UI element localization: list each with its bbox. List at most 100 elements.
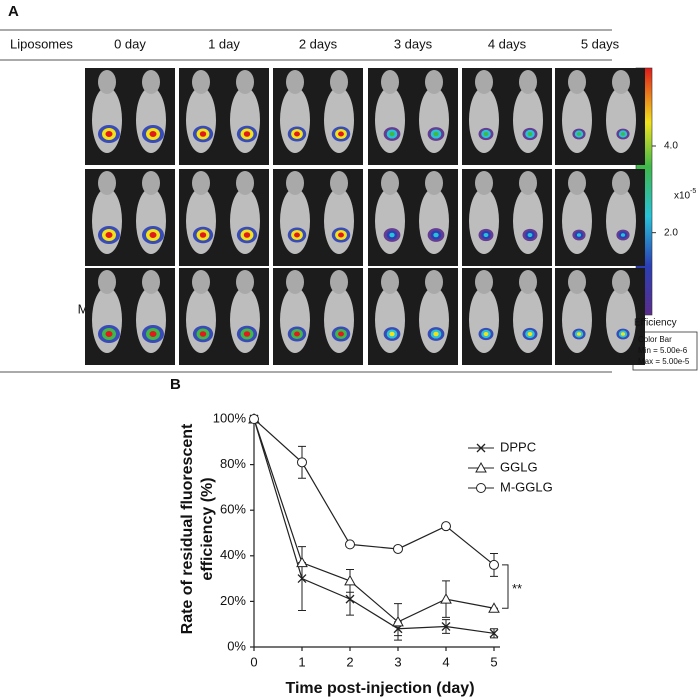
colorbar-box-text: Min = 5.00e-6 — [638, 346, 688, 355]
mouse-body — [186, 188, 216, 254]
signal — [149, 232, 157, 238]
mouse-body — [606, 287, 636, 353]
mouse-head — [519, 171, 537, 195]
x-tick-label: 0 — [250, 654, 257, 669]
mouse-head — [612, 70, 630, 94]
mouse-head — [236, 70, 254, 94]
mouse-body — [562, 287, 592, 353]
colorbar-tick-label: 4.0 — [664, 141, 678, 152]
series-line — [253, 418, 495, 566]
mouse-image — [368, 68, 458, 165]
mouse-head — [236, 171, 254, 195]
mouse-head — [425, 171, 443, 195]
marker — [441, 521, 451, 532]
mouse-body — [324, 188, 354, 254]
signal — [483, 331, 489, 337]
mouse-body — [375, 87, 405, 153]
mouse-body — [280, 287, 310, 353]
mouse-body — [419, 87, 449, 153]
signal — [243, 232, 251, 238]
y-tick-label: 40% — [220, 547, 246, 562]
mouse-body — [324, 87, 354, 153]
mouse-image — [273, 68, 363, 165]
mouse-head — [192, 171, 210, 195]
mouse-head — [568, 270, 586, 294]
mouse-body — [136, 188, 166, 254]
mouse-body — [562, 87, 592, 153]
mouse-image — [462, 169, 552, 266]
mouse-image — [179, 68, 269, 165]
x-tick-label: 3 — [394, 654, 401, 669]
legend-label: DPPC — [500, 439, 536, 454]
mouse-head — [568, 70, 586, 94]
marker — [488, 602, 500, 613]
marker — [345, 539, 355, 550]
signal — [483, 232, 489, 238]
mouse-body — [324, 287, 354, 353]
signal — [483, 131, 489, 137]
mouse-body — [92, 188, 122, 254]
mouse-head — [330, 171, 348, 195]
mouse-image — [555, 169, 645, 266]
column-header: 4 days — [488, 36, 527, 51]
mouse-head — [142, 270, 160, 294]
signal — [389, 131, 395, 137]
signal — [199, 232, 207, 238]
mouse-head — [192, 270, 210, 294]
mouse-body — [606, 87, 636, 153]
mouse-body — [136, 87, 166, 153]
colorbar-multiplier-exp: -5 — [690, 188, 696, 195]
panel-label: B — [170, 376, 181, 393]
mouse-head — [425, 70, 443, 94]
y-axis-title: Rate of residual fluorescent — [179, 423, 196, 634]
signal — [389, 331, 395, 337]
mouse-body — [136, 287, 166, 353]
marker — [296, 556, 308, 568]
legend-label: M-GGLG — [500, 479, 553, 494]
mouse-body — [469, 87, 499, 153]
mouse-image — [555, 268, 645, 365]
y-axis-title: efficiency (%) — [199, 477, 216, 580]
mouse-image — [273, 268, 363, 365]
signal — [433, 232, 439, 238]
marker — [392, 615, 404, 627]
mouse-body — [513, 188, 543, 254]
signal — [338, 232, 344, 238]
mouse-head — [519, 270, 537, 294]
colorbar-box-text: Max = 5.00e-5 — [638, 357, 690, 366]
marker — [489, 628, 499, 638]
signal — [105, 232, 113, 238]
mouse-image — [85, 169, 175, 266]
mouse-image — [273, 169, 363, 266]
signal — [338, 131, 344, 137]
y-tick-label: 60% — [220, 502, 246, 517]
mouse-body — [92, 87, 122, 153]
marker — [476, 443, 486, 453]
mouse-body — [375, 287, 405, 353]
x-axis-title: Time post-injection (day) — [285, 680, 474, 697]
signal — [294, 331, 300, 337]
marker — [344, 574, 356, 586]
x-tick-label: 2 — [346, 654, 353, 669]
mouse-head — [236, 270, 254, 294]
mouse-body — [230, 188, 260, 254]
marker — [489, 559, 499, 570]
mouse-image — [368, 268, 458, 365]
marker — [441, 622, 451, 631]
x-tick-label: 4 — [442, 654, 449, 669]
mouse-body — [280, 87, 310, 153]
mouse-body — [469, 287, 499, 353]
mouse-head — [142, 171, 160, 195]
mouse-head — [381, 270, 399, 294]
signal — [389, 232, 395, 238]
y-tick-label: 100% — [213, 410, 247, 425]
legend-label: GGLG — [500, 459, 538, 474]
mouse-image — [462, 268, 552, 365]
marker — [297, 457, 307, 468]
colorbar-box-text: Color Bar — [638, 335, 672, 344]
mouse-body — [280, 188, 310, 254]
mouse-head — [286, 70, 304, 94]
panel-label: A — [8, 3, 19, 20]
marker — [297, 574, 307, 584]
